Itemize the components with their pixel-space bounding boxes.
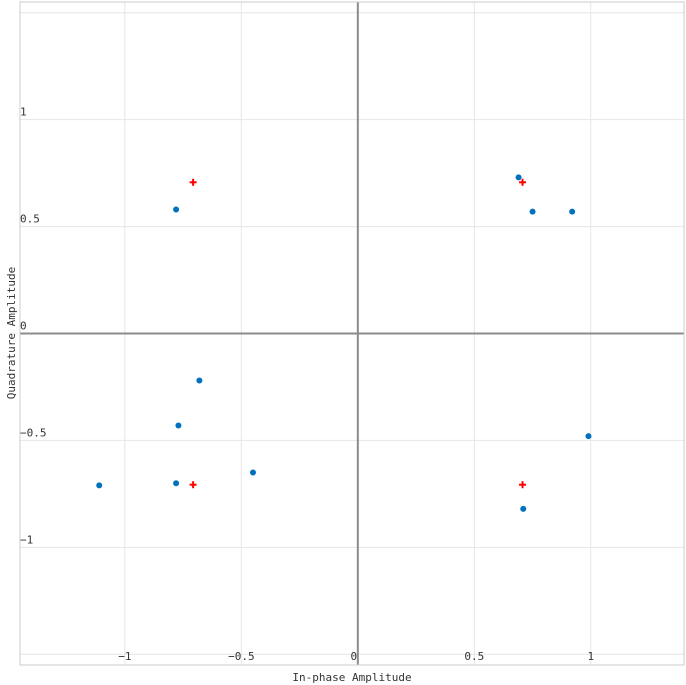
received-symbol-point bbox=[585, 433, 592, 440]
y-tick-label: −0.5 bbox=[20, 426, 47, 439]
reference-symbol-marker bbox=[519, 178, 527, 186]
grid-lines bbox=[20, 2, 684, 665]
y-tick-label: 1 bbox=[20, 106, 27, 119]
x-tick-label: 1 bbox=[587, 650, 594, 663]
y-tick-labels: 1 0.5 0 −0.5 −1 bbox=[20, 106, 47, 547]
x-tick-label: −1 bbox=[118, 650, 131, 663]
reference-symbol-marker bbox=[189, 481, 197, 489]
x-tick-label: −0.5 bbox=[228, 650, 255, 663]
received-symbol-point bbox=[175, 422, 182, 429]
y-axis-title: Quadrature Amplitude bbox=[5, 267, 18, 399]
x-axis-title: In-phase Amplitude bbox=[292, 671, 411, 684]
received-symbol-point bbox=[249, 469, 256, 476]
received-symbol-point bbox=[515, 174, 522, 181]
received-symbol-point bbox=[529, 208, 536, 215]
reference-symbol-marker bbox=[519, 481, 527, 489]
zero-axis-lines bbox=[20, 2, 684, 665]
plot-area-frame bbox=[19, 1, 685, 666]
y-tick-label: 0.5 bbox=[20, 213, 40, 226]
data-points bbox=[96, 174, 592, 512]
received-symbol-point bbox=[96, 482, 103, 489]
reference-symbol-marker bbox=[189, 178, 197, 186]
x-tick-label: 0.5 bbox=[464, 650, 484, 663]
received-symbol-point bbox=[196, 377, 203, 384]
received-symbol-point bbox=[173, 480, 180, 487]
y-tick-label: −1 bbox=[20, 533, 33, 546]
received-symbol-point bbox=[569, 208, 576, 215]
received-symbol-point bbox=[520, 505, 527, 512]
y-tick-label: 0 bbox=[20, 320, 27, 333]
x-tick-label: 0 bbox=[351, 650, 358, 663]
received-symbol-point bbox=[173, 206, 180, 213]
x-tick-labels: −1 −0.5 0 0.5 1 bbox=[118, 650, 594, 663]
